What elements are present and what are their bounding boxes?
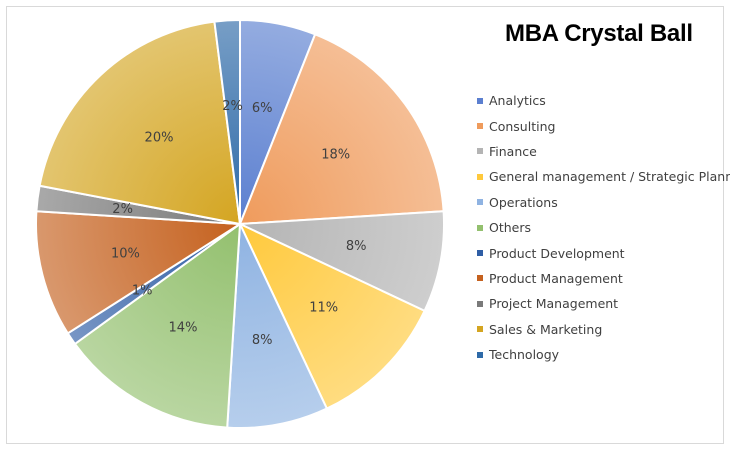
legend-swatch xyxy=(477,300,483,307)
slice-label-product-development: 1% xyxy=(132,284,153,299)
pie-slice-finance xyxy=(239,210,445,313)
pie-slice-technology xyxy=(213,18,241,225)
legend-item-others: Others xyxy=(477,215,730,240)
legend-item-product-management: Product Management xyxy=(477,266,730,291)
legend-item-sales-marketing: Sales & Marketing xyxy=(477,317,730,342)
chart-title: MBA Crystal Ball xyxy=(505,20,693,47)
pie-slice-consulting xyxy=(238,33,445,226)
legend-swatch xyxy=(477,351,483,358)
legend-swatch xyxy=(477,173,483,180)
legend-swatch xyxy=(477,123,483,130)
legend-label: Technology xyxy=(489,347,560,363)
slice-label-others: 14% xyxy=(169,321,198,336)
legend-item-operations: Operations xyxy=(477,190,730,215)
legend-swatch xyxy=(477,148,483,155)
legend-label: Consulting xyxy=(489,118,556,134)
slice-label-project-management: 2% xyxy=(112,202,133,217)
legend-label: Sales & Marketing xyxy=(489,321,603,337)
pie-slice-operations xyxy=(226,223,329,429)
slice-label-consulting: 18% xyxy=(321,147,350,162)
legend-label: Operations xyxy=(489,194,558,210)
legend-label: Finance xyxy=(489,143,537,159)
pie-slice-product-management xyxy=(35,210,244,335)
legend-item-finance: Finance xyxy=(477,139,730,164)
legend-item-general-management-strategic-planning: General management / Strategic Planning xyxy=(477,164,730,189)
slice-label-finance: 8% xyxy=(346,239,367,254)
pie-slice-general-management-strategic-planning xyxy=(237,221,426,410)
slice-label-operations: 8% xyxy=(252,333,273,348)
legend-item-technology: Technology xyxy=(477,342,730,367)
legend-label: Project Management xyxy=(489,296,619,312)
legend-label: General management / Strategic Planning xyxy=(489,169,730,185)
legend-swatch xyxy=(477,275,483,282)
legend-label: Analytics xyxy=(489,93,546,109)
legend-label: Others xyxy=(489,220,532,236)
legend-item-analytics: Analytics xyxy=(477,88,730,113)
slice-label-product-management: 10% xyxy=(111,246,140,261)
legend-swatch xyxy=(477,224,483,231)
pie-slice-sales-marketing xyxy=(38,20,242,226)
legend-item-consulting: Consulting xyxy=(477,113,730,138)
slice-label-technology: 2% xyxy=(222,99,243,114)
slice-label-sales-marketing: 20% xyxy=(145,131,174,146)
legend-swatch xyxy=(477,97,483,104)
legend-label: Product Development xyxy=(489,245,625,261)
slice-label-analytics: 6% xyxy=(252,101,273,116)
legend-swatch xyxy=(477,326,483,333)
pie-slice-others xyxy=(73,221,242,429)
legend-swatch xyxy=(477,199,483,206)
legend-swatch xyxy=(477,250,483,257)
slice-label-general-management-strategic-planning: 11% xyxy=(309,301,338,316)
legend-label: Product Management xyxy=(489,270,623,286)
legend-item-project-management: Project Management xyxy=(477,291,730,316)
legend-item-product-development: Product Development xyxy=(477,240,730,265)
chart-legend: Analytics Consulting Finance General manage… xyxy=(477,88,730,367)
